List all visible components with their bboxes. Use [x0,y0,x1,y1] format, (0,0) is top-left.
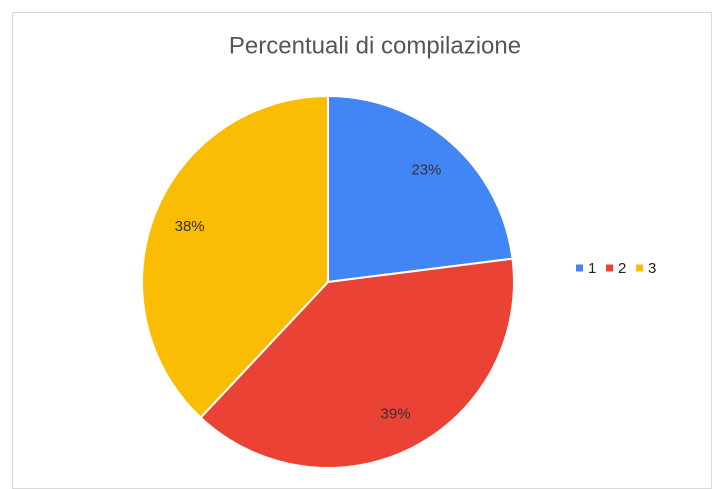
data-label: 38% [175,218,205,235]
legend-label: 3 [648,260,656,277]
pie-slice [141,94,329,420]
chart-title: Percentuali di compilazione [229,32,521,59]
legend-label: 2 [618,260,626,277]
legend-marker [636,264,643,272]
legend-marker [576,264,583,272]
pie-slice [199,257,515,469]
legend-marker [606,264,613,272]
data-label: 23% [411,161,441,178]
legend-label: 1 [588,260,596,277]
pie-slice [327,94,514,284]
data-label: 39% [381,406,411,423]
